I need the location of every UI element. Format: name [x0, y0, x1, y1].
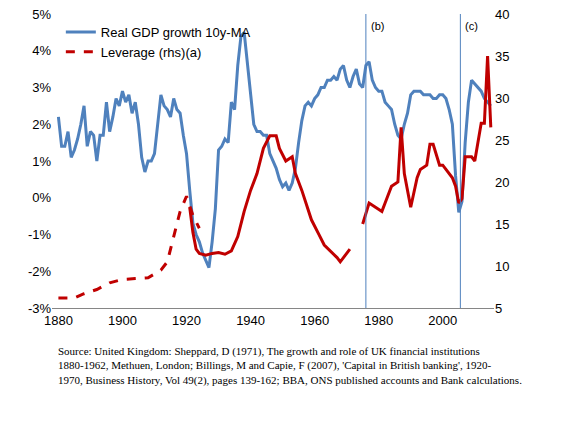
svg-text:1%: 1% [32, 154, 51, 169]
svg-text:1980: 1980 [364, 313, 393, 328]
svg-text:25: 25 [495, 133, 509, 148]
svg-text:5%: 5% [32, 7, 51, 22]
svg-text:5: 5 [495, 301, 502, 316]
svg-text:4%: 4% [32, 43, 51, 58]
svg-text:(c): (c) [465, 20, 478, 32]
svg-text:1960: 1960 [300, 313, 329, 328]
svg-text:15: 15 [495, 217, 509, 232]
svg-text:35: 35 [495, 49, 509, 64]
svg-text:-3%: -3% [28, 301, 52, 316]
svg-text:(b): (b) [371, 20, 384, 32]
svg-text:Leverage (rhs)(a): Leverage (rhs)(a) [101, 45, 201, 60]
svg-text:-1%: -1% [28, 227, 52, 242]
svg-text:40: 40 [495, 7, 509, 22]
svg-text:Real GDP growth 10y-MA: Real GDP growth 10y-MA [101, 25, 251, 40]
svg-text:30: 30 [495, 91, 509, 106]
svg-text:Source: United Kingdom: Sheppa: Source: United Kingdom: Sheppard, D (197… [58, 345, 522, 387]
svg-text:1940: 1940 [236, 313, 265, 328]
svg-text:1900: 1900 [108, 313, 137, 328]
svg-text:1920: 1920 [172, 313, 201, 328]
svg-text:2000: 2000 [428, 313, 457, 328]
svg-text:1880: 1880 [44, 313, 73, 328]
svg-text:2%: 2% [32, 117, 51, 132]
svg-text:0%: 0% [32, 190, 51, 205]
svg-text:3%: 3% [32, 80, 51, 95]
svg-text:20: 20 [495, 175, 509, 190]
svg-text:-2%: -2% [28, 264, 52, 279]
svg-text:10: 10 [495, 259, 509, 274]
